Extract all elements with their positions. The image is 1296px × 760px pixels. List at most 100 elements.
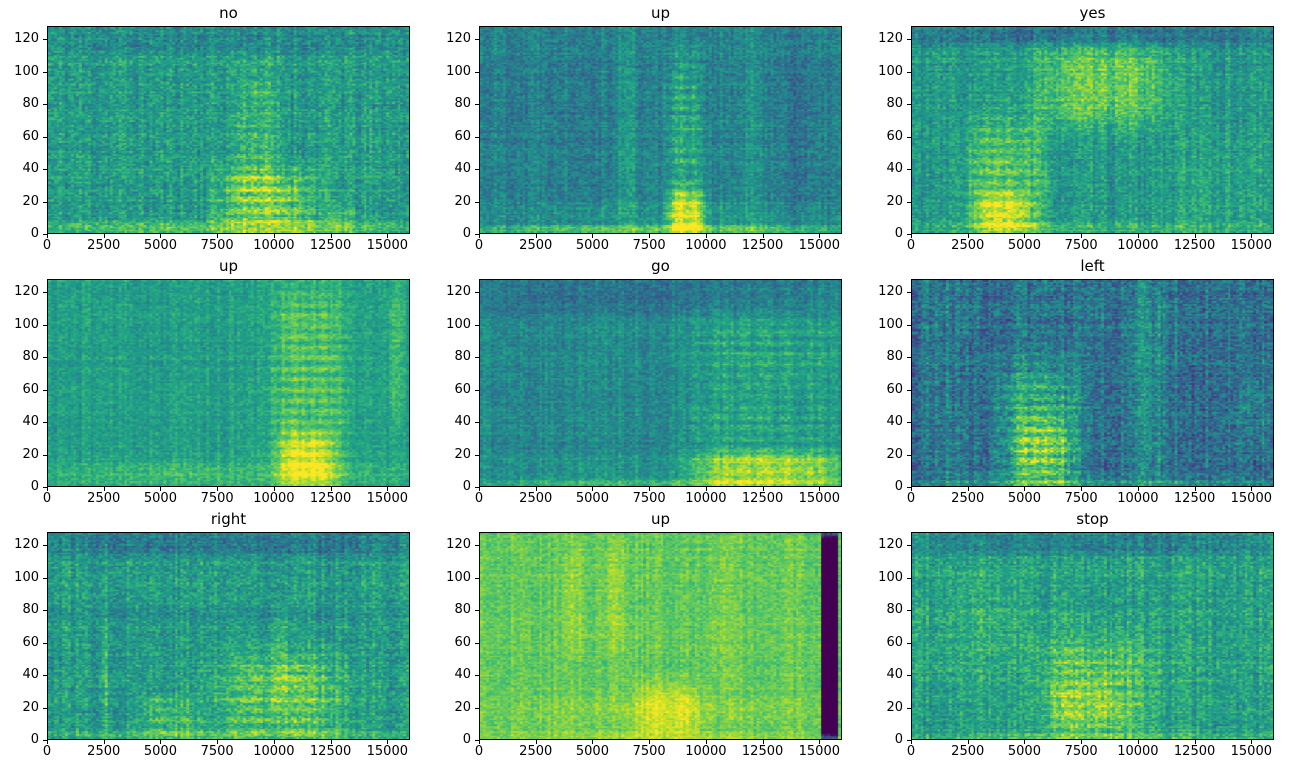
x-tick-mark xyxy=(1251,234,1253,238)
y-tick-label: 120 xyxy=(446,31,471,46)
spectrogram-axes xyxy=(47,532,410,740)
y-tick-label: 60 xyxy=(22,634,39,650)
y-tick-mark xyxy=(907,454,911,456)
y-tick-label: 60 xyxy=(454,381,471,397)
x-tick-mark xyxy=(1137,234,1139,238)
x-tick-mark xyxy=(330,234,332,238)
y-tick-label: 0 xyxy=(30,226,39,241)
spectrogram-axes xyxy=(479,532,842,740)
spectrogram-canvas xyxy=(912,533,1273,739)
y-tick-label: 40 xyxy=(454,414,471,429)
subplot-title: yes xyxy=(1079,4,1106,22)
y-tick-mark xyxy=(43,707,47,709)
x-tick-mark xyxy=(1024,740,1026,744)
x-tick-mark xyxy=(387,234,389,238)
y-tick-mark xyxy=(43,104,47,105)
x-tick-mark xyxy=(967,487,969,491)
y-tick-label: 0 xyxy=(894,479,903,494)
x-tick-mark xyxy=(160,234,162,238)
subplot-title: left xyxy=(1080,257,1105,275)
x-tick-mark xyxy=(911,740,912,744)
subplot-title: stop xyxy=(1076,510,1109,528)
x-tick-label: 15000 xyxy=(1230,744,1272,759)
subplot-title: up xyxy=(650,4,671,22)
x-tick-label: 7500 xyxy=(1064,744,1098,759)
y-tick-mark xyxy=(43,454,47,456)
x-tick-label: 12500 xyxy=(741,491,784,506)
x-tick-mark xyxy=(1251,487,1253,491)
x-tick-label: 12500 xyxy=(1173,491,1216,506)
y-tick-mark xyxy=(43,39,47,40)
x-tick-label: 5000 xyxy=(575,238,609,253)
y-tick-label: 20 xyxy=(454,699,471,715)
x-tick-label: 12500 xyxy=(309,744,352,759)
y-tick-mark xyxy=(475,201,479,203)
y-tick-label: 40 xyxy=(886,414,903,429)
y-tick-mark xyxy=(475,545,479,546)
x-tick-mark xyxy=(967,234,969,238)
x-tick-label: 12500 xyxy=(741,238,784,253)
x-tick-label: 0 xyxy=(474,238,484,253)
x-tick-mark xyxy=(762,487,764,491)
y-tick-mark xyxy=(43,422,47,423)
y-tick-label: 40 xyxy=(22,161,39,176)
x-tick-label: 0 xyxy=(906,491,916,506)
x-tick-mark xyxy=(273,487,275,491)
x-tick-mark xyxy=(479,234,480,238)
spectrogram-axes xyxy=(47,26,410,234)
y-tick-label: 40 xyxy=(454,667,471,682)
spectrogram-canvas xyxy=(480,280,841,486)
x-tick-label: 7500 xyxy=(632,744,666,759)
y-tick-mark xyxy=(43,71,47,73)
x-tick-label: 15000 xyxy=(366,491,408,506)
y-tick-label: 80 xyxy=(22,602,39,617)
y-tick-label: 0 xyxy=(30,732,39,747)
y-tick-label: 0 xyxy=(462,732,471,747)
y-tick-mark xyxy=(475,292,479,293)
y-tick-mark xyxy=(475,357,479,358)
x-tick-label: 10000 xyxy=(1117,744,1159,759)
x-tick-mark xyxy=(160,740,162,744)
y-tick-label: 40 xyxy=(454,161,471,176)
y-tick-label: 120 xyxy=(878,31,903,46)
x-tick-label: 10000 xyxy=(685,238,727,253)
x-tick-label: 7500 xyxy=(200,238,234,253)
y-tick-label: 20 xyxy=(22,699,39,715)
x-tick-label: 15000 xyxy=(1230,491,1272,506)
spectrogram-canvas xyxy=(48,27,409,233)
x-tick-label: 2500 xyxy=(519,491,553,506)
x-tick-mark xyxy=(1024,487,1026,491)
y-tick-label: 60 xyxy=(886,381,903,397)
y-tick-mark xyxy=(907,577,911,579)
x-tick-mark xyxy=(649,234,651,238)
x-tick-mark xyxy=(1024,234,1026,238)
y-tick-mark xyxy=(475,39,479,40)
x-tick-label: 7500 xyxy=(632,238,666,253)
y-tick-label: 80 xyxy=(454,96,471,111)
y-tick-label: 100 xyxy=(446,316,471,332)
spectrogram-axes xyxy=(47,279,410,487)
x-tick-label: 0 xyxy=(906,238,916,253)
subplot-title: up xyxy=(650,510,671,528)
y-tick-label: 80 xyxy=(454,602,471,617)
spectrogram-canvas xyxy=(480,27,841,233)
x-tick-label: 2500 xyxy=(519,238,553,253)
y-tick-mark xyxy=(907,201,911,203)
x-tick-label: 15000 xyxy=(798,744,840,759)
x-tick-mark xyxy=(1081,234,1083,238)
y-tick-mark xyxy=(907,642,911,644)
spectrogram-canvas xyxy=(912,27,1273,233)
spectrogram-canvas xyxy=(480,533,841,739)
x-tick-mark xyxy=(47,487,48,491)
y-tick-label: 0 xyxy=(462,226,471,241)
x-tick-mark xyxy=(535,487,537,491)
x-tick-mark xyxy=(1081,487,1083,491)
y-tick-label: 120 xyxy=(878,284,903,299)
y-tick-mark xyxy=(907,136,911,138)
x-tick-label: 0 xyxy=(474,491,484,506)
y-tick-label: 20 xyxy=(454,193,471,209)
y-tick-mark xyxy=(43,357,47,358)
y-tick-mark xyxy=(907,104,911,105)
y-tick-mark xyxy=(907,545,911,546)
y-tick-mark xyxy=(475,324,479,326)
